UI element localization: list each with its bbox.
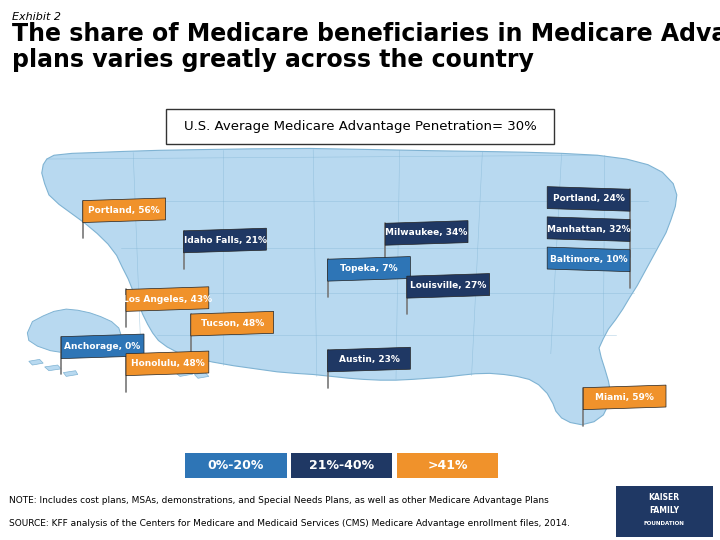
Polygon shape [328, 256, 410, 281]
Text: NOTE: Includes cost plans, MSAs, demonstrations, and Special Needs Plans, as wel: NOTE: Includes cost plans, MSAs, demonst… [9, 496, 549, 505]
Polygon shape [184, 228, 266, 253]
Polygon shape [583, 385, 666, 410]
Polygon shape [126, 287, 209, 312]
Polygon shape [45, 365, 61, 371]
Polygon shape [407, 274, 490, 298]
Text: 21%-40%: 21%-40% [309, 458, 374, 472]
Polygon shape [547, 247, 630, 272]
FancyBboxPatch shape [185, 453, 287, 478]
Text: Austin, 23%: Austin, 23% [338, 355, 400, 364]
Text: Milwaukee, 34%: Milwaukee, 34% [385, 228, 468, 238]
Text: Louisville, 27%: Louisville, 27% [410, 281, 487, 291]
Polygon shape [83, 198, 166, 222]
FancyBboxPatch shape [291, 453, 392, 478]
FancyBboxPatch shape [166, 109, 554, 144]
Polygon shape [63, 371, 78, 376]
Text: U.S. Average Medicare Advantage Penetration= 30%: U.S. Average Medicare Advantage Penetrat… [184, 120, 536, 133]
Polygon shape [194, 373, 209, 379]
Polygon shape [29, 360, 43, 365]
Polygon shape [547, 187, 630, 211]
Text: Honolulu, 48%: Honolulu, 48% [130, 359, 204, 368]
Text: FOUNDATION: FOUNDATION [644, 522, 685, 526]
Polygon shape [144, 366, 173, 373]
Text: The share of Medicare beneficiaries in Medicare Advantage: The share of Medicare beneficiaries in M… [12, 22, 720, 46]
Text: FAMILY: FAMILY [649, 506, 679, 515]
FancyBboxPatch shape [397, 453, 498, 478]
Text: Manhattan, 32%: Manhattan, 32% [546, 225, 631, 234]
Text: Tucson, 48%: Tucson, 48% [201, 319, 264, 328]
Text: Idaho Falls, 21%: Idaho Falls, 21% [184, 236, 266, 245]
Text: Portland, 56%: Portland, 56% [89, 206, 160, 215]
Text: KAISER: KAISER [649, 493, 680, 502]
Text: 0%-20%: 0%-20% [207, 458, 264, 472]
FancyBboxPatch shape [613, 485, 715, 538]
Polygon shape [27, 309, 121, 353]
Text: plans varies greatly across the country: plans varies greatly across the country [12, 48, 534, 72]
Text: Topeka, 7%: Topeka, 7% [340, 265, 398, 273]
Polygon shape [126, 351, 209, 376]
Polygon shape [191, 312, 274, 336]
Polygon shape [385, 221, 468, 245]
Text: SOURCE: KFF analysis of the Centers for Medicare and Medicaid Services (CMS) Med: SOURCE: KFF analysis of the Centers for … [9, 519, 570, 528]
Text: >41%: >41% [427, 458, 468, 472]
Text: Portland, 24%: Portland, 24% [553, 194, 624, 204]
Polygon shape [61, 334, 144, 359]
Polygon shape [42, 148, 677, 425]
Text: Miami, 59%: Miami, 59% [595, 393, 654, 402]
Text: Exhibit 2: Exhibit 2 [12, 12, 61, 22]
Polygon shape [547, 217, 630, 241]
Polygon shape [328, 347, 410, 372]
Text: Baltimore, 10%: Baltimore, 10% [550, 255, 627, 264]
Polygon shape [174, 369, 193, 376]
Text: Los Angeles, 43%: Los Angeles, 43% [123, 295, 212, 303]
Text: Anchorage, 0%: Anchorage, 0% [65, 342, 140, 351]
